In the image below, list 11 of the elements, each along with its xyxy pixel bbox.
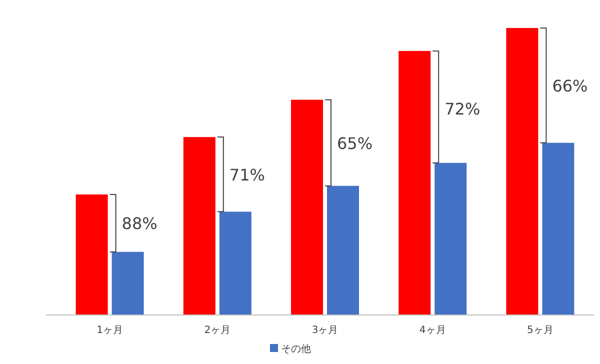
legend-label: その他 <box>281 343 311 355</box>
annotation: 65% <box>337 134 373 153</box>
annotation: 71% <box>229 165 265 184</box>
x-tick-label: 4ヶ月 <box>419 325 446 336</box>
x-tick-label: 3ヶ月 <box>312 325 338 336</box>
x-tick-label: 1ヶ月 <box>96 325 123 336</box>
annotation: 88% <box>122 214 158 234</box>
annotation: 72% <box>444 99 480 118</box>
x-tick-label: 2ヶ月 <box>204 325 231 336</box>
annotation: 66% <box>552 76 588 96</box>
x-tick-label: 5ヶ月 <box>527 325 554 336</box>
